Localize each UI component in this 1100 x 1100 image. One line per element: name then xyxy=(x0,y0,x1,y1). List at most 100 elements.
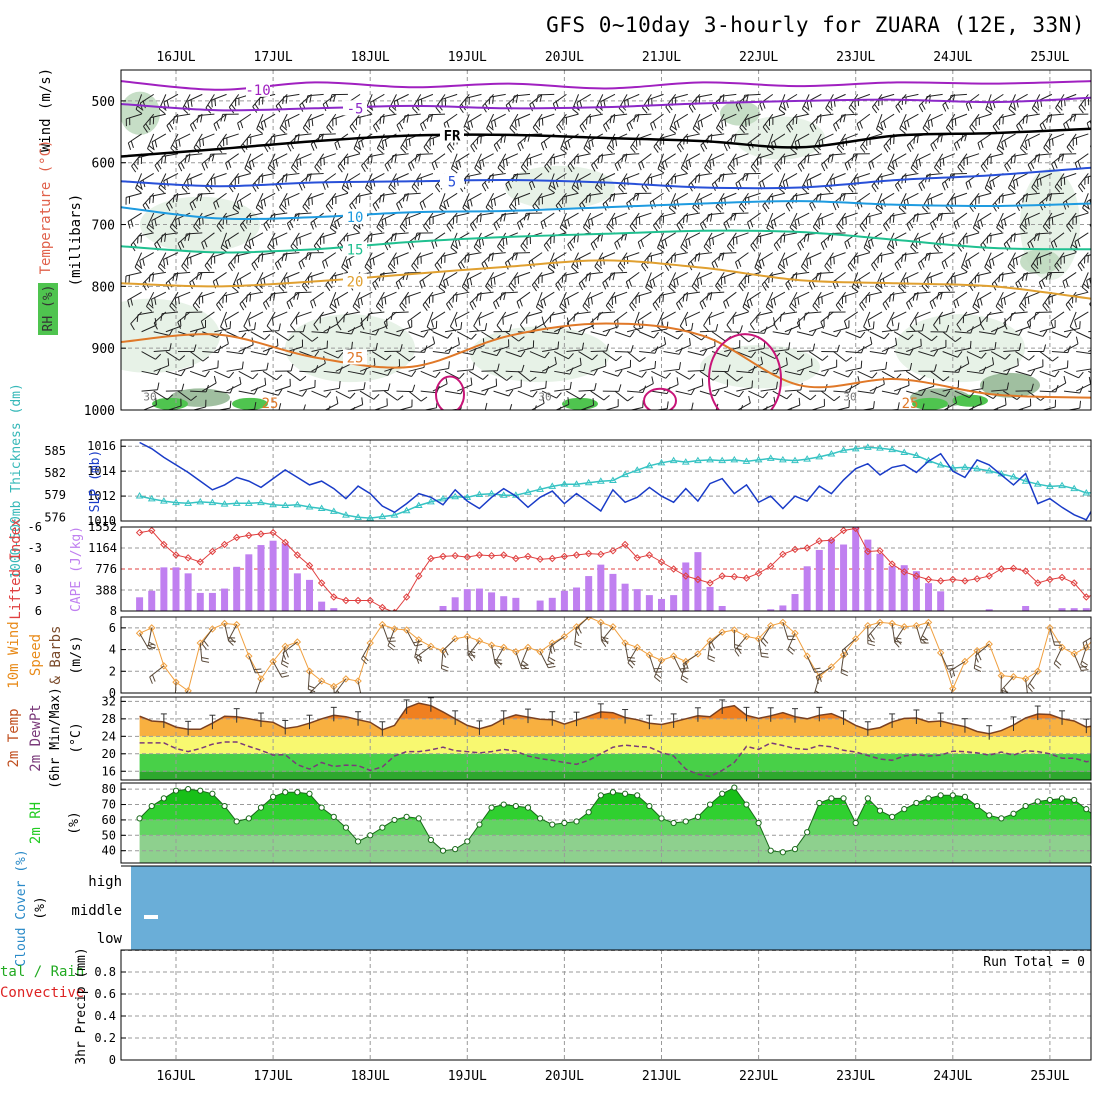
wind-barb xyxy=(326,113,337,134)
wind-barb xyxy=(196,113,215,123)
wind-barb xyxy=(325,192,337,213)
barb-flag xyxy=(633,114,636,123)
barb-staff xyxy=(555,192,567,206)
barb-flag xyxy=(160,184,167,190)
wind-barb xyxy=(639,331,659,339)
barb-staff xyxy=(625,271,640,283)
barb-flag xyxy=(484,388,489,396)
wind-barb xyxy=(274,331,295,341)
barb-staff xyxy=(199,133,215,141)
barb-flag xyxy=(365,187,372,194)
barb-flag xyxy=(402,194,406,202)
barb-staff xyxy=(482,94,494,107)
barb-flag xyxy=(358,142,361,150)
barb-staff xyxy=(578,351,593,361)
barb-flag xyxy=(385,354,392,361)
barb-flag xyxy=(387,368,392,376)
barb-flag xyxy=(383,322,388,330)
barb-flag xyxy=(363,162,369,170)
barb-staff xyxy=(443,113,458,124)
wind-barb xyxy=(633,113,652,123)
barb-flag xyxy=(408,217,411,225)
barb-flag xyxy=(376,226,383,233)
barb-staff xyxy=(359,331,376,336)
barb-flag xyxy=(204,370,210,378)
barb-staff xyxy=(153,331,170,336)
barb-flag xyxy=(190,99,193,107)
wind-barb xyxy=(635,291,652,304)
barb-flag xyxy=(500,135,503,144)
barb-staff xyxy=(553,93,567,104)
barb-staff xyxy=(481,370,498,372)
barb-staff xyxy=(177,232,191,244)
barb-flag xyxy=(448,301,454,308)
barb-flag xyxy=(476,215,479,223)
barb-staff xyxy=(299,370,316,373)
barb-staff xyxy=(186,153,203,156)
barb-staff xyxy=(441,252,458,257)
wind-barb xyxy=(444,321,463,333)
wind-barb xyxy=(201,153,215,171)
barb-flag xyxy=(583,407,586,410)
wind-barb xyxy=(286,291,300,310)
barb-staff xyxy=(381,212,397,221)
barb-flag xyxy=(375,342,378,351)
wind-barb xyxy=(320,153,336,167)
barb-staff xyxy=(656,311,664,327)
barb-staff xyxy=(383,311,397,323)
barb-staff xyxy=(555,272,567,285)
wind-barb xyxy=(355,113,373,126)
barb-flag xyxy=(304,203,310,210)
wind-barb xyxy=(143,113,155,133)
wind-barb xyxy=(222,291,239,304)
barb-flag xyxy=(241,301,247,308)
barb-flag xyxy=(577,156,579,164)
wind-barb xyxy=(630,133,640,154)
barb-staff xyxy=(135,94,143,110)
barb-flag xyxy=(419,281,423,289)
barb-flag xyxy=(431,162,436,171)
barb-flag xyxy=(369,259,372,267)
barb-flag xyxy=(408,163,412,171)
barb-flag xyxy=(638,163,642,171)
barb-staff xyxy=(244,153,252,169)
barb-flag xyxy=(142,101,146,109)
barb-flag xyxy=(532,391,538,398)
barb-staff xyxy=(432,331,448,339)
wind-barb xyxy=(434,252,446,272)
barb-flag xyxy=(409,356,416,362)
barb-staff xyxy=(344,153,361,159)
barb-staff xyxy=(489,172,506,177)
barb-flag xyxy=(239,224,245,232)
barb-flag xyxy=(567,219,570,227)
wind-barb xyxy=(478,153,494,169)
barb-staff xyxy=(162,232,179,236)
wind-barb xyxy=(189,320,207,333)
barb-staff xyxy=(429,113,446,116)
barb-staff xyxy=(1060,153,1077,155)
barb-staff xyxy=(165,351,180,361)
barb-flag xyxy=(311,336,319,342)
barb-flag xyxy=(539,94,543,102)
barb-staff xyxy=(267,232,276,248)
barb-flag xyxy=(446,225,452,232)
barb-staff xyxy=(454,311,470,320)
barb-flag xyxy=(216,121,220,129)
barb-flag xyxy=(352,306,359,312)
barb-flag xyxy=(372,179,376,187)
barb-flag xyxy=(154,297,157,305)
barb-staff xyxy=(174,113,191,118)
barb-flag xyxy=(515,252,518,261)
barb-staff xyxy=(627,390,644,393)
barb-staff xyxy=(186,311,203,314)
barb-flag xyxy=(502,317,504,325)
barb-flag xyxy=(452,295,455,303)
barb-flag xyxy=(154,140,158,148)
barb-flag xyxy=(136,263,143,270)
barb-flag xyxy=(229,386,234,394)
barb-flag xyxy=(381,298,384,306)
barb-flag xyxy=(411,384,416,392)
barb-staff xyxy=(457,369,474,372)
barb-flag xyxy=(488,97,491,105)
wind-barb xyxy=(301,272,312,292)
